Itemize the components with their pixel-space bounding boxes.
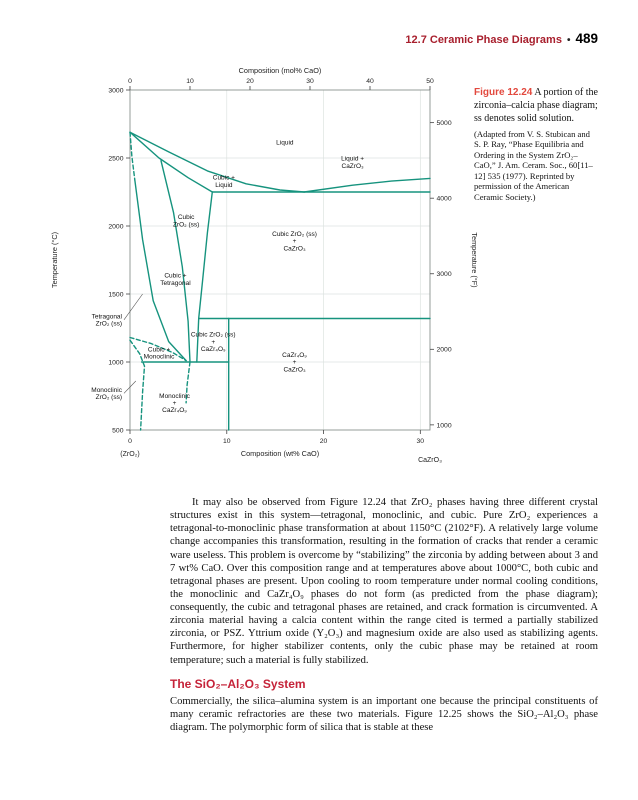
figure-label: Figure 12.24	[474, 87, 533, 98]
boundary-cubic-tetragonal-upper	[129, 131, 136, 181]
region-label: CaZr₄O₉ + CaZrO₃	[282, 352, 307, 373]
y-left-axis-title: Temperature (°C)	[50, 232, 59, 288]
page-number: 489	[575, 31, 598, 46]
y-left-tick-label: 3000	[108, 87, 123, 94]
region-label: Cubic + Tetragonal	[160, 273, 191, 287]
boundary-cubic-solvus-right	[196, 191, 214, 363]
section-heading: The SiO₂–Al₂O₃ System	[170, 676, 306, 691]
figure-credit: (Adapted from V. S. Stubican and S. P. R…	[474, 129, 593, 202]
x-top-tick-label: 50	[426, 78, 434, 85]
x-top-axis-title: Composition (mol% CaO)	[239, 66, 322, 75]
figure-caption-text-block: Figure 12.24 A portion of the zirconia–c…	[474, 86, 598, 125]
y-left-tick-label: 1000	[108, 359, 123, 366]
outside-labels: Tetragonal ZrO₂ (ss) Monoclinic ZrO₂ (ss)	[91, 293, 143, 401]
y-left-tick-label: 1500	[108, 291, 123, 298]
x-bottom-tick-label: 0	[128, 438, 132, 445]
region-labels: Liquid Liquid + CaZrO₃ Cubic + Liquid Cubic Zr…	[144, 140, 365, 415]
axes: 0 10 20 30 0 10 20 30 40 50 500 1000 1500 2000 2500 300…	[50, 66, 479, 464]
y-right-axis-title: Temperature (°F)	[470, 232, 479, 287]
x-bottom-tick-label: 10	[223, 438, 231, 445]
corner-label-cazro3: CaZrO₃	[418, 457, 442, 464]
outside-region-label: Monoclinic ZrO₂ (ss)	[91, 387, 122, 401]
plot-border	[129, 89, 431, 431]
boundary-liquidus-cazro3	[303, 177, 431, 193]
phase-diagram: 0 10 20 30 0 10 20 30 40 50 500 1000 1500 2000 2500 300…	[50, 66, 479, 464]
y-right-tick-label: 4000	[437, 196, 452, 203]
body-text: It may also be observed from Figure 12.2…	[170, 496, 598, 734]
boundary-metastable-extension	[185, 361, 191, 404]
x-top-tick-label: 40	[366, 78, 374, 85]
x-top-tick-label: 10	[186, 78, 194, 85]
region-label: Cubic ZrO₂ (ss) + CaZr₄O₉	[191, 332, 236, 353]
y-right-tick-label: 3000	[437, 271, 452, 278]
x-top-tick-label: 20	[246, 78, 254, 85]
boundary-solidus-cubic	[129, 131, 214, 193]
phase-boundaries	[129, 131, 431, 431]
region-label: Monoclinic + CaZr₄O₉	[159, 393, 190, 414]
region-label: Cubic + Liquid	[213, 175, 235, 189]
outside-region-label: Tetragonal ZrO₂ (ss)	[92, 313, 123, 327]
x-top-tick-label: 0	[128, 78, 132, 85]
boundary-tetragonal-monoclinic-boundary	[129, 336, 187, 362]
y-right-tick-label: 5000	[437, 120, 452, 127]
x-bottom-axis-title: Composition (wt% CaO)	[241, 449, 319, 458]
boundary-liquidus-zro2	[129, 131, 305, 193]
y-right-tick-label: 1000	[437, 422, 452, 429]
separator-dot: •	[566, 35, 571, 46]
figure-caption: Figure 12.24 A portion of the zirconia–c…	[474, 86, 598, 202]
y-right-tick-label: 2000	[437, 347, 452, 354]
x-top-tick-label: 30	[306, 78, 314, 85]
paragraph-1: It may also be observed from Figure 12.2…	[170, 497, 598, 666]
y-left-tick-label: 2000	[108, 223, 123, 230]
paragraph-2: Commercially, the silica–alumina system …	[170, 695, 598, 733]
region-label: Cubic + Monoclinic	[144, 346, 175, 360]
region-label: Cubic ZrO₂ (ss) + CaZrO₃	[272, 231, 317, 252]
region-label: Liquid	[276, 140, 294, 147]
boundary-cubic-solvus-left	[160, 159, 191, 363]
region-label: Cubic ZrO₂ (ss)	[173, 214, 199, 228]
figure-caption-text: A portion of the zirconia–calcia phase d…	[474, 87, 598, 124]
boundary-monoclinic-solvus	[129, 339, 146, 431]
x-bottom-tick-label: 20	[320, 438, 328, 445]
y-left-tick-label: 500	[112, 427, 124, 434]
x-bottom-tick-label: 30	[417, 438, 425, 445]
section-title: 12.7 Ceramic Phase Diagrams	[405, 34, 562, 46]
running-head: 12.7 Ceramic Phase Diagrams • 489	[405, 30, 598, 48]
boundary-tetragonal-solvus	[134, 179, 187, 362]
corner-label-zro2: (ZrO₂)	[120, 451, 139, 458]
region-label: Liquid + CaZrO₃	[341, 156, 364, 170]
y-left-tick-label: 2500	[108, 155, 123, 162]
